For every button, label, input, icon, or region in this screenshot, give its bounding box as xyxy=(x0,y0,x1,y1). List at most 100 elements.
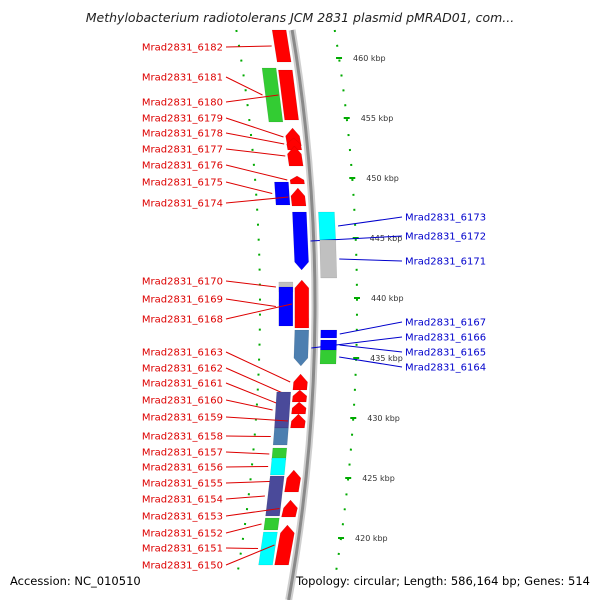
gene-label-Mrad2831_6180: Mrad2831_6180 xyxy=(142,98,223,109)
gene-label-Mrad2831_6154: Mrad2831_6154 xyxy=(142,495,223,506)
gene-label-Mrad2831_6153: Mrad2831_6153 xyxy=(142,512,223,523)
gene-leader-Mrad2831_6156 xyxy=(225,466,269,468)
gene-label-Mrad2831_6171: Mrad2831_6171 xyxy=(405,257,486,268)
gene-Mrad2831_6182 xyxy=(271,29,292,63)
gene-leader-Mrad2831_6158 xyxy=(225,435,271,437)
gene-Mrad2831_6167 xyxy=(320,329,338,339)
scale-label-460: 460 kbp xyxy=(353,54,386,63)
gene-leader-Mrad2831_6182 xyxy=(225,45,272,48)
gene-leader-Mrad2831_6175 xyxy=(225,181,273,194)
gene-label-Mrad2831_6150: Mrad2831_6150 xyxy=(142,561,223,572)
gene-label-Mrad2831_6170: Mrad2831_6170 xyxy=(142,277,223,288)
gene-leader-Mrad2831_6178 xyxy=(225,132,285,145)
scale-label-440: 440 kbp xyxy=(371,294,404,303)
gene-Mrad2831_6163 xyxy=(292,373,308,391)
gene-label-Mrad2831_6163: Mrad2831_6163 xyxy=(142,348,223,359)
gene-leader-Mrad2831_6174 xyxy=(225,196,289,204)
gene-Mrad2831_6171 xyxy=(319,239,338,279)
gene-label-Mrad2831_6164: Mrad2831_6164 xyxy=(405,363,486,374)
gene-leader-Mrad2831_6160 xyxy=(225,399,273,411)
gene-Mrad2831_6168 xyxy=(294,279,310,329)
gene-leader-Mrad2831_6157 xyxy=(225,451,270,455)
gene-label-Mrad2831_6159: Mrad2831_6159 xyxy=(142,413,223,424)
gene-leader-Mrad2831_6162 xyxy=(225,367,290,397)
gene-Mrad2831_6164 xyxy=(319,349,337,365)
gene-Mrad2831_6150 xyxy=(274,524,295,566)
scale-label-430: 430 kbp xyxy=(367,414,400,423)
gene-Mrad2831_6151 xyxy=(258,531,278,566)
gene-label-Mrad2831_6166: Mrad2831_6166 xyxy=(405,333,486,344)
gene-label-Mrad2831_6179: Mrad2831_6179 xyxy=(142,114,223,125)
gene-label-Mrad2831_6182: Mrad2831_6182 xyxy=(142,43,223,54)
gene-Mrad2831_6178 xyxy=(286,137,303,151)
gene-Mrad2831_6175 xyxy=(274,181,291,206)
gene-Mrad2831_6169 xyxy=(278,286,294,327)
gene-label-Mrad2831_6173: Mrad2831_6173 xyxy=(405,213,486,224)
gene-Mrad2831_6160 xyxy=(274,391,291,429)
accession-text: Accession: NC_010510 xyxy=(10,574,141,588)
gene-label-Mrad2831_6158: Mrad2831_6158 xyxy=(142,432,223,443)
gene-Mrad2831_6161 xyxy=(291,401,307,415)
gene-Mrad2831_6152 xyxy=(263,517,280,531)
gene-Mrad2831_6165 xyxy=(320,339,337,351)
gene-label-Mrad2831_6162: Mrad2831_6162 xyxy=(142,364,223,375)
gene-leader-Mrad2831_6165 xyxy=(339,344,403,353)
scale-label-425: 425 kbp xyxy=(362,474,395,483)
gene-label-Mrad2831_6174: Mrad2831_6174 xyxy=(142,199,223,210)
gene-label-Mrad2831_6169: Mrad2831_6169 xyxy=(142,295,223,306)
gene-Mrad2831_6153 xyxy=(281,499,298,518)
gene-Mrad2831_6166 xyxy=(293,329,310,367)
gene-leader-Mrad2831_6153 xyxy=(225,508,280,517)
gene-Mrad2831_6173 xyxy=(318,211,336,241)
gene-Mrad2831_6172 xyxy=(292,211,309,271)
gene-Mrad2831_6162 xyxy=(291,389,308,403)
gene-Mrad2831_6155 xyxy=(284,469,302,493)
gene-leader-Mrad2831_6163 xyxy=(225,351,291,383)
scale-label-455: 455 kbp xyxy=(361,114,394,123)
gene-leader-Mrad2831_6151 xyxy=(225,547,259,549)
gene-Mrad2831_6176 xyxy=(289,175,305,185)
scale-label-445: 445 kbp xyxy=(370,234,403,243)
gene-label-Mrad2831_6165: Mrad2831_6165 xyxy=(405,348,486,359)
gene-label-Mrad2831_6151: Mrad2831_6151 xyxy=(142,544,223,555)
gene-Mrad2831_6180 xyxy=(278,69,299,121)
gene-leader-Mrad2831_6173 xyxy=(337,216,403,227)
gene-leader-Mrad2831_6181 xyxy=(225,76,263,96)
scale-label-450: 450 kbp xyxy=(366,174,399,183)
gene-label-Mrad2831_6157: Mrad2831_6157 xyxy=(142,448,223,459)
gene-label-Mrad2831_6176: Mrad2831_6176 xyxy=(142,161,223,172)
gene-label-Mrad2831_6167: Mrad2831_6167 xyxy=(405,318,486,329)
gene-leader-Mrad2831_6171 xyxy=(339,258,403,262)
gene-leader-Mrad2831_6150 xyxy=(225,544,275,566)
gene-Mrad2831_6157 xyxy=(271,447,288,461)
gene-leader-Mrad2831_6159 xyxy=(225,416,288,422)
topology-text: Topology: circular; Length: 586,164 bp; … xyxy=(296,574,590,588)
gene-Mrad2831_6159 xyxy=(290,413,306,429)
gene-Mrad2831_6177 xyxy=(287,145,304,167)
gene-leader-Mrad2831_6152 xyxy=(225,523,262,534)
gene-leader-Mrad2831_6169 xyxy=(225,298,276,307)
gene-Mrad2831_6156 xyxy=(270,457,287,476)
gene-label-Mrad2831_6152: Mrad2831_6152 xyxy=(142,529,223,540)
gene-Mrad2831_6181 xyxy=(261,67,284,123)
gene-label-Mrad2831_6177: Mrad2831_6177 xyxy=(142,145,223,156)
outer-tick-arc xyxy=(333,29,358,581)
gene-label-Mrad2831_6172: Mrad2831_6172 xyxy=(405,232,486,243)
gene-leader-Mrad2831_6154 xyxy=(225,495,265,500)
map-title: Methylobacterium radiotolerans JCM 2831 … xyxy=(85,10,515,25)
gene-label-Mrad2831_6168: Mrad2831_6168 xyxy=(142,315,223,326)
gene-label-Mrad2831_6161: Mrad2831_6161 xyxy=(142,379,223,390)
gene-label-Mrad2831_6160: Mrad2831_6160 xyxy=(142,396,223,407)
gene-leader-Mrad2831_6179 xyxy=(225,117,284,138)
gene-Mrad2831_6174 xyxy=(290,187,307,207)
gene-label-Mrad2831_6156: Mrad2831_6156 xyxy=(142,463,223,474)
scale-label-420: 420 kbp xyxy=(355,534,388,543)
gene-leader-Mrad2831_6164 xyxy=(339,356,403,368)
gene-label-Mrad2831_6155: Mrad2831_6155 xyxy=(142,479,223,490)
gene-leader-Mrad2831_6167 xyxy=(339,321,403,335)
gene-label-Mrad2831_6175: Mrad2831_6175 xyxy=(142,178,223,189)
gene-leader-Mrad2831_6180 xyxy=(225,94,279,103)
gene-leader-Mrad2831_6170 xyxy=(225,280,276,288)
